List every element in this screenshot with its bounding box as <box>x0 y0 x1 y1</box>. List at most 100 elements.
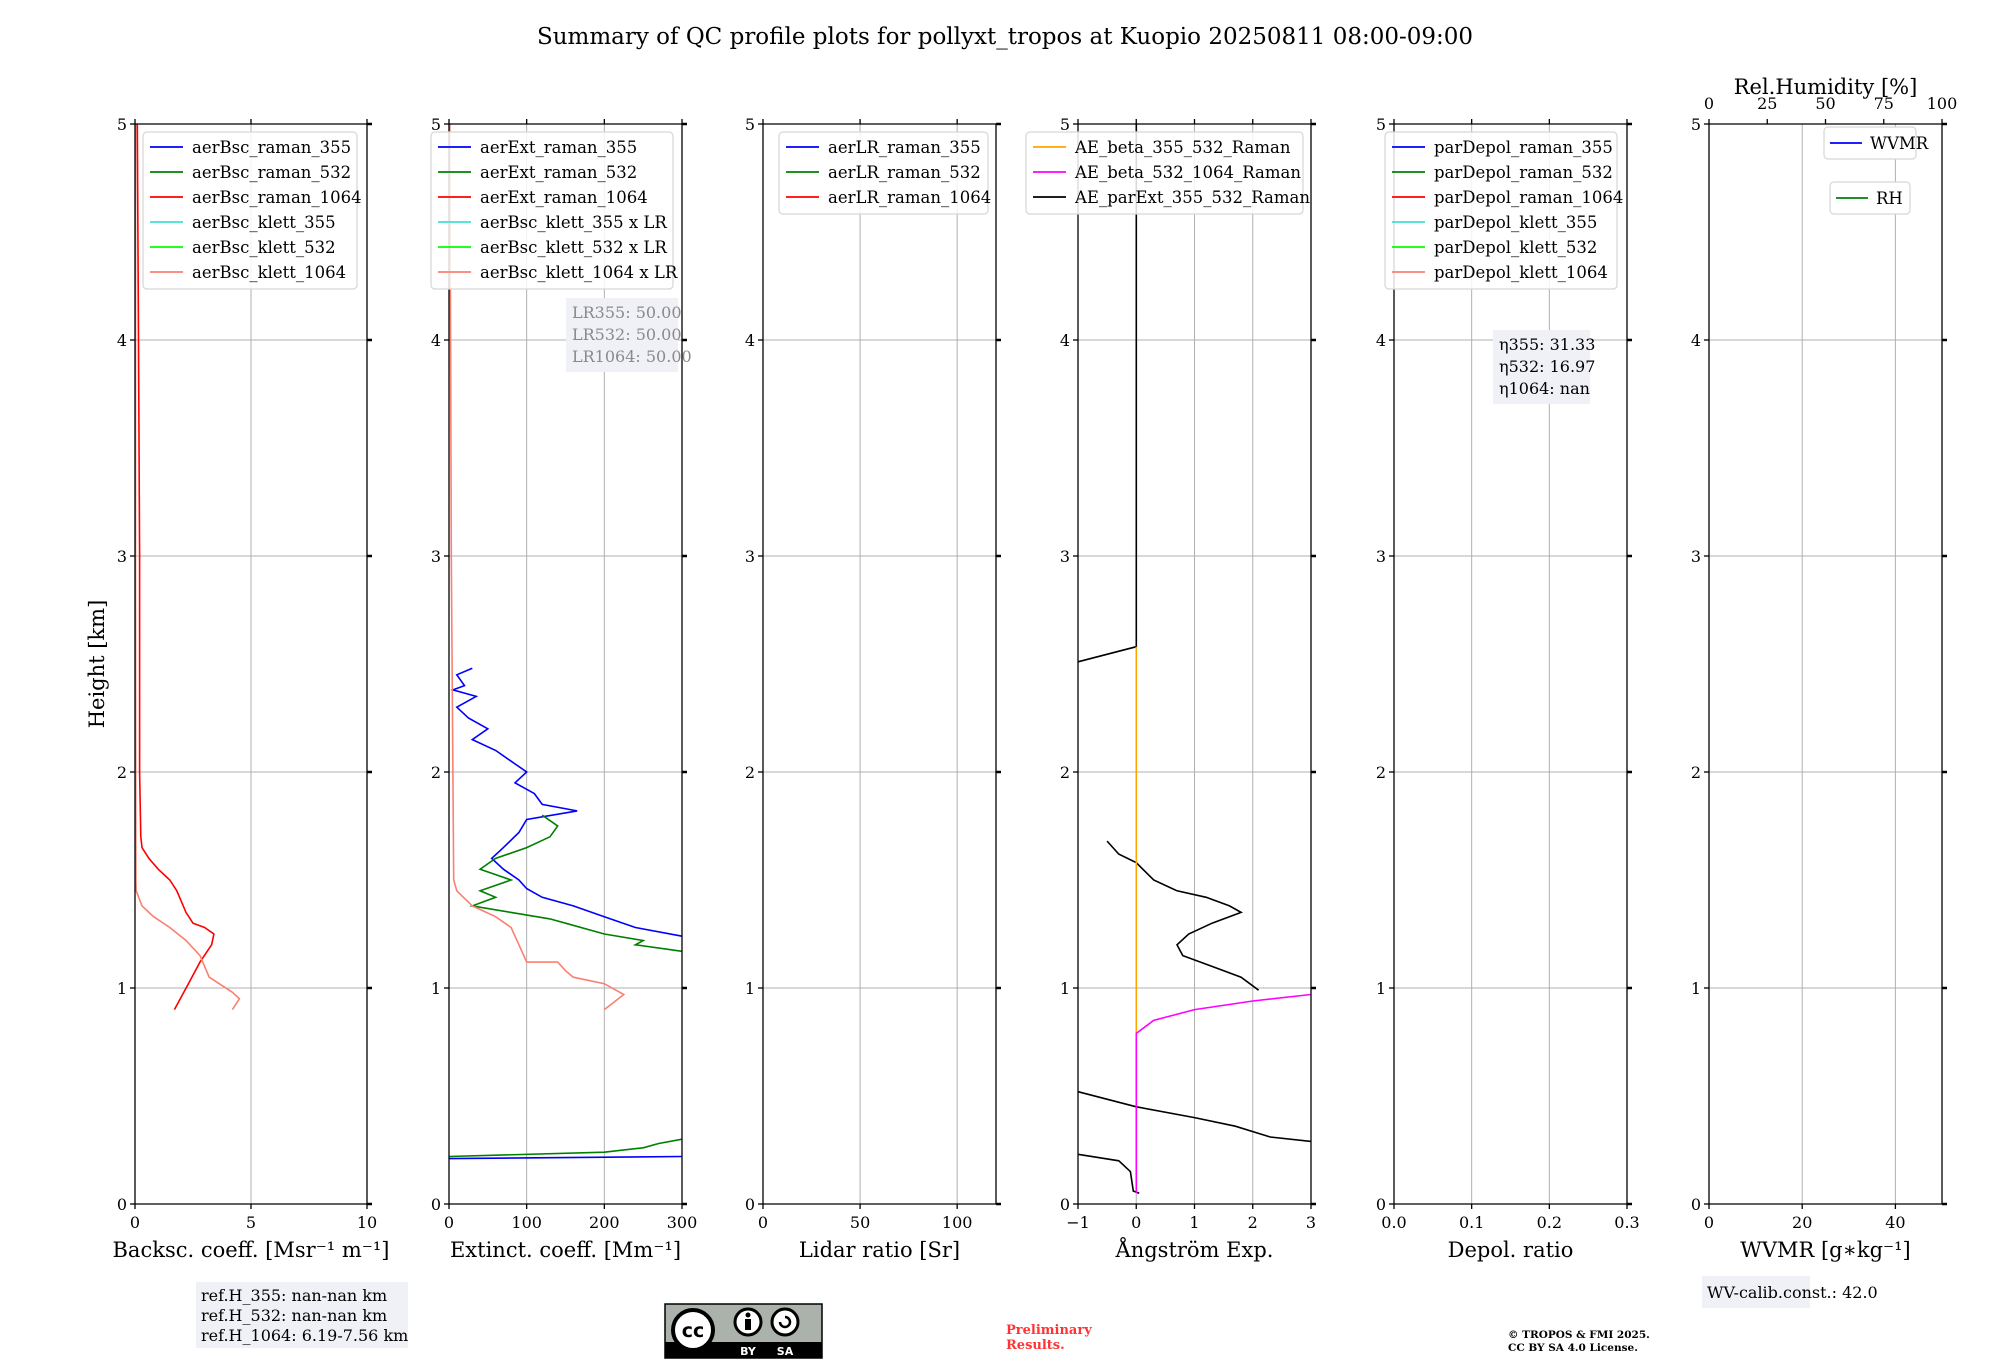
top-x-tick-label: 100 <box>1927 94 1958 113</box>
copyright-line2: CC BY SA 4.0 License. <box>1508 1342 1638 1354</box>
x-tick-label: 0.1 <box>1459 1213 1484 1232</box>
y-tick-label: 4 <box>1060 331 1070 350</box>
y-tick-label: 1 <box>1691 979 1701 998</box>
y-tick-label: 0 <box>1691 1195 1701 1214</box>
legend-label: parDepol_klett_532 <box>1434 238 1597 257</box>
legend: aerLR_raman_355 aerLR_raman_532 aerLR_rama… <box>778 131 991 215</box>
y-tick-label: 5 <box>745 115 755 134</box>
y-tick-label: 4 <box>1376 331 1386 350</box>
y-tick-label: 2 <box>117 763 127 782</box>
refh-1064: ref.H_1064: 6.19-7.56 km <box>201 1326 408 1345</box>
y-tick-label: 4 <box>431 331 441 350</box>
x-tick-label: 3 <box>1306 1213 1316 1232</box>
x-axis-label: Depol. ratio <box>1448 1238 1574 1262</box>
top-x-tick-label: 0 <box>1704 94 1714 113</box>
preliminary-line1: Preliminary <box>1006 1323 1092 1338</box>
legend-label: aerBsc_klett_1064 <box>192 263 346 282</box>
panel-3: 0 50 100 0 1 2 3 4 5 Lidar ratio [Sr] aerLR_raman_… <box>745 115 1001 1262</box>
refh-355: ref.H_355: nan-nan km <box>201 1286 387 1305</box>
y-tick-label: 4 <box>117 331 127 350</box>
eta-box: η355: 31.33 η532: 16.97 η1064: nan <box>1493 330 1595 404</box>
annotation-line: η355: 31.33 <box>1499 335 1595 354</box>
annotation-line: η532: 16.97 <box>1499 357 1595 376</box>
top-x-tick-label: 50 <box>1815 94 1835 113</box>
x-tick-label: 100 <box>942 1213 973 1232</box>
panel-1: 0 5 10 0 1 2 3 4 5 Backsc. coeff. [Msr⁻¹ m⁻¹] aerB… <box>113 115 390 1262</box>
y-tick-label: 1 <box>1060 979 1070 998</box>
y-tick-label: 2 <box>431 763 441 782</box>
sa-icon <box>770 1307 800 1337</box>
y-tick-label: 0 <box>117 1195 127 1214</box>
legend-label: AE_beta_532_1064_Raman <box>1074 163 1301 182</box>
legend: AE_beta_355_532_Raman AE_beta_532_1064_Ra… <box>1025 131 1310 215</box>
legend-label: AE_beta_355_532_Raman <box>1074 138 1291 157</box>
wv-calib-text: WV-calib.const.: 42.0 <box>1707 1283 1878 1302</box>
by-label: BY <box>740 1345 757 1358</box>
annotation-line: η1064: nan <box>1499 379 1590 398</box>
x-tick-label: 0 <box>130 1213 140 1232</box>
y-tick-label: 3 <box>1691 547 1701 566</box>
legend-label: aerExt_raman_1064 <box>480 188 648 207</box>
legend: parDepol_raman_355 parDepol_raman_532 parD… <box>1384 131 1623 290</box>
y-tick-label: 5 <box>1376 115 1386 134</box>
y-tick-label: 5 <box>1691 115 1701 134</box>
copyright-line1: © TROPOS & FMI 2025. <box>1508 1329 1650 1341</box>
panel-6: 0 20 40 0 1 2 3 4 5 WVMR [g∗kg⁻¹] 0 25 50 75 100 Rel.Hu… <box>1691 75 1957 1262</box>
y-tick-label: 1 <box>117 979 127 998</box>
series-line-aerbsc-klett-1064 <box>134 124 241 1011</box>
figure-title: Summary of QC profile plots for pollyxt_… <box>537 24 1473 50</box>
y-tick-label: 0 <box>745 1195 755 1214</box>
x-tick-label: 10 <box>357 1213 377 1232</box>
x-axis-label: WVMR [g∗kg⁻¹] <box>1740 1238 1911 1262</box>
cc-by-sa-logo: cc BY SA <box>664 1303 823 1359</box>
y-tick-label: 0 <box>431 1195 441 1214</box>
series-line-ae-parext-355-532-raman-c <box>1077 1090 1312 1143</box>
y-tick-label: 1 <box>431 979 441 998</box>
legend-label: aerBsc_klett_355 x LR <box>480 213 667 232</box>
series-line-aerext-raman-355 <box>450 667 683 937</box>
x-axis-label: Ångström Exp. <box>1115 1237 1274 1262</box>
legend-label: aerBsc_raman_1064 <box>192 188 362 207</box>
legend-label: aerBsc_klett_1064 x LR <box>480 263 678 282</box>
y-tick-label: 4 <box>1691 331 1701 350</box>
legend-label: aerLR_raman_1064 <box>828 188 991 207</box>
x-axis-label: Extinct. coeff. [Mm⁻¹] <box>450 1238 681 1262</box>
cc-icon: cc <box>682 1320 705 1342</box>
y-tick-label: 4 <box>745 331 755 350</box>
legend-rh: RH <box>1829 181 1911 215</box>
x-tick-label: 0 <box>1704 1213 1714 1232</box>
x-tick-label: −1 <box>1066 1213 1090 1232</box>
x-tick-label: 0.2 <box>1537 1213 1562 1232</box>
y-tick-label: 2 <box>745 763 755 782</box>
y-tick-label: 0 <box>1376 1195 1386 1214</box>
x-tick-label: 200 <box>589 1213 620 1232</box>
legend-label: aerLR_raman_532 <box>828 163 981 182</box>
x-tick-label: 0 <box>1131 1213 1141 1232</box>
x-tick-label: 5 <box>246 1213 256 1232</box>
x-tick-label: 50 <box>850 1213 870 1232</box>
legend-wvmr: WVMR <box>1823 126 1929 160</box>
wv-calib-box: WV-calib.const.: 42.0 <box>1702 1276 1878 1308</box>
legend-label: aerBsc_raman_532 <box>192 163 351 182</box>
y-tick-label: 0 <box>1060 1195 1070 1214</box>
annotation-line: LR355: 50.00 <box>572 303 682 322</box>
legend-label: parDepol_raman_532 <box>1434 163 1613 182</box>
legend-label: parDepol_raman_1064 <box>1434 188 1623 207</box>
x-tick-label: 0.3 <box>1614 1213 1639 1232</box>
legend-label: RH <box>1876 189 1903 208</box>
x-tick-label: 2 <box>1248 1213 1258 1232</box>
series-line-aerext-raman-532 <box>469 814 683 953</box>
legend-label: aerBsc_klett_355 <box>192 213 336 232</box>
x-tick-label: 0.0 <box>1381 1213 1406 1232</box>
legend-label: aerExt_raman_532 <box>480 163 637 182</box>
top-axis-label: Rel.Humidity [%] <box>1734 75 1918 99</box>
x-tick-label: 0 <box>444 1213 454 1232</box>
legend-label: aerBsc_raman_355 <box>192 138 351 157</box>
y-tick-label: 1 <box>1376 979 1386 998</box>
annotation-line: LR532: 50.00 <box>572 325 682 344</box>
y-tick-label: 3 <box>745 547 755 566</box>
top-x-tick-label: 25 <box>1757 94 1777 113</box>
panel-2: 0 100 200 300 0 1 2 3 4 5 Extinct. coeff. [Mm⁻¹] ae… <box>430 115 697 1262</box>
top-x-tick-label: 75 <box>1874 94 1894 113</box>
series-line-aerext-raman-532-low <box>448 1138 683 1158</box>
